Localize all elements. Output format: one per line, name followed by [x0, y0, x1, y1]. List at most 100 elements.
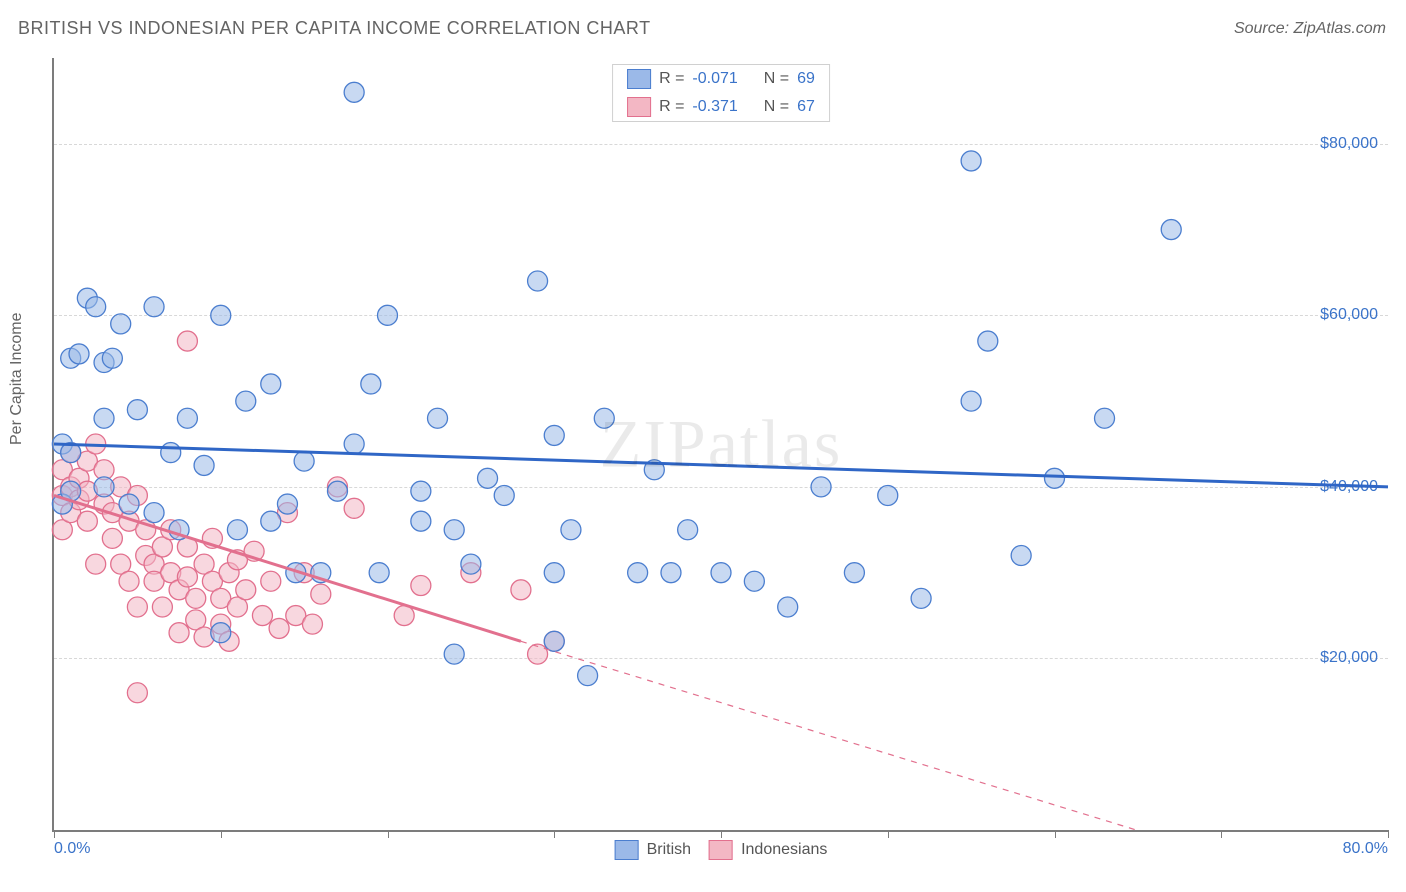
- data-point: [111, 314, 131, 334]
- x-tick: [554, 830, 555, 838]
- data-point: [211, 305, 231, 325]
- x-axis-label: 0.0%: [54, 840, 90, 858]
- data-point: [86, 554, 106, 574]
- legend-label: British: [647, 841, 691, 859]
- data-point: [94, 408, 114, 428]
- legend-item-british: British: [615, 840, 691, 860]
- data-point: [119, 571, 139, 591]
- data-point: [811, 477, 831, 497]
- data-point: [119, 494, 139, 514]
- data-point: [561, 520, 581, 540]
- data-point: [1095, 408, 1115, 428]
- data-point: [86, 297, 106, 317]
- data-point: [236, 391, 256, 411]
- n-label: N =: [764, 98, 789, 116]
- n-label: N =: [764, 70, 789, 88]
- x-tick: [1388, 830, 1389, 838]
- data-point: [294, 451, 314, 471]
- data-point: [978, 331, 998, 351]
- swatch-indonesians: [709, 840, 733, 860]
- x-tick: [54, 830, 55, 838]
- n-value: 69: [797, 70, 815, 88]
- scatter-svg: [54, 58, 1388, 830]
- data-point: [369, 563, 389, 583]
- data-point: [127, 683, 147, 703]
- data-point: [152, 597, 172, 617]
- data-point: [494, 485, 514, 505]
- data-point: [578, 666, 598, 686]
- data-point: [144, 297, 164, 317]
- legend-label: Indonesians: [741, 841, 827, 859]
- x-tick: [1221, 830, 1222, 838]
- swatch-british: [627, 69, 651, 89]
- data-point: [94, 477, 114, 497]
- data-point: [544, 631, 564, 651]
- data-point: [528, 644, 548, 664]
- data-point: [1161, 220, 1181, 240]
- data-point: [711, 563, 731, 583]
- data-point: [544, 563, 564, 583]
- data-point: [961, 151, 981, 171]
- data-point: [911, 588, 931, 608]
- data-point: [661, 563, 681, 583]
- data-point: [69, 344, 89, 364]
- data-point: [269, 618, 289, 638]
- data-point: [511, 580, 531, 600]
- data-point: [961, 391, 981, 411]
- data-point: [186, 588, 206, 608]
- data-point: [194, 455, 214, 475]
- data-point: [844, 563, 864, 583]
- x-tick: [388, 830, 389, 838]
- legend-row-indonesians: R = -0.371 N = 67: [613, 93, 829, 121]
- data-point: [102, 348, 122, 368]
- data-point: [1011, 546, 1031, 566]
- r-label: R =: [659, 70, 684, 88]
- x-tick: [721, 830, 722, 838]
- r-value: -0.371: [692, 98, 737, 116]
- data-point: [678, 520, 698, 540]
- legend-row-british: R = -0.071 N = 69: [613, 65, 829, 93]
- data-point: [344, 434, 364, 454]
- data-point: [327, 481, 347, 501]
- y-axis-label: Per Capita Income: [8, 312, 26, 445]
- data-point: [878, 485, 898, 505]
- data-point: [744, 571, 764, 591]
- data-point: [528, 271, 548, 291]
- swatch-indonesians: [627, 97, 651, 117]
- data-point: [144, 503, 164, 523]
- data-point: [127, 400, 147, 420]
- x-tick: [888, 830, 889, 838]
- trend-line: [521, 641, 1136, 830]
- n-value: 67: [797, 98, 815, 116]
- data-point: [411, 576, 431, 596]
- data-point: [261, 571, 281, 591]
- trend-line: [54, 444, 1388, 487]
- data-point: [302, 614, 322, 634]
- data-point: [311, 584, 331, 604]
- swatch-british: [615, 840, 639, 860]
- data-point: [444, 520, 464, 540]
- series-legend: British Indonesians: [615, 840, 828, 860]
- data-point: [428, 408, 448, 428]
- legend-item-indonesians: Indonesians: [709, 840, 827, 860]
- data-point: [778, 597, 798, 617]
- data-point: [411, 511, 431, 531]
- data-point: [261, 374, 281, 394]
- data-point: [1045, 468, 1065, 488]
- data-point: [277, 494, 297, 514]
- data-point: [236, 580, 256, 600]
- data-point: [77, 511, 97, 531]
- chart-title: BRITISH VS INDONESIAN PER CAPITA INCOME …: [18, 18, 651, 39]
- x-tick: [221, 830, 222, 838]
- data-point: [127, 597, 147, 617]
- data-point: [378, 305, 398, 325]
- data-point: [227, 520, 247, 540]
- data-point: [361, 374, 381, 394]
- data-point: [344, 82, 364, 102]
- data-point: [444, 644, 464, 664]
- data-point: [478, 468, 498, 488]
- data-point: [461, 554, 481, 574]
- data-point: [544, 425, 564, 445]
- data-point: [594, 408, 614, 428]
- data-point: [252, 606, 272, 626]
